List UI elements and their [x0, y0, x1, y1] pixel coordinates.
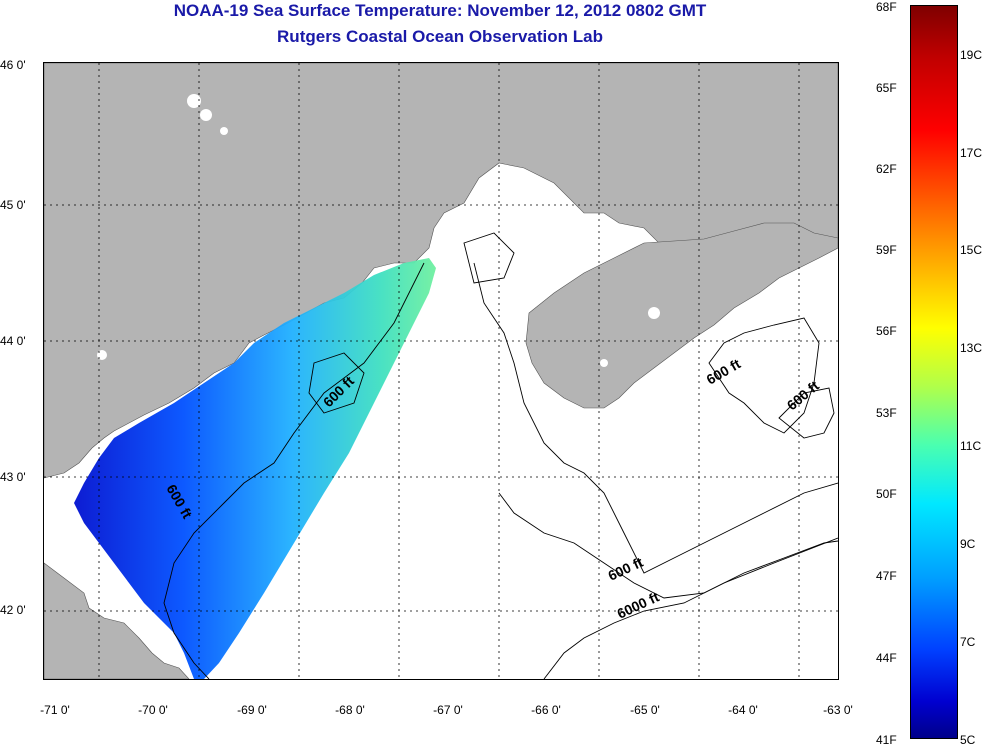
x-tick: -69 0'	[237, 703, 267, 717]
colorbar-f-label: 41F	[876, 733, 897, 747]
land-novascotia	[525, 222, 838, 409]
colorbar-f-label: 50F	[876, 487, 897, 501]
x-tick: -71 0'	[40, 703, 70, 717]
contour-label-6: 600 ft	[606, 554, 646, 584]
x-tick: -64 0'	[728, 703, 758, 717]
contour-label-3: 600 ft	[704, 355, 744, 387]
map-subtitle: Rutgers Coastal Ocean Observation Lab	[277, 27, 603, 46]
grid-layer	[44, 63, 838, 679]
y-tick: 45 0'	[0, 198, 26, 212]
colorbar	[910, 5, 958, 739]
y-tick: 42 0'	[0, 603, 26, 617]
land-capecod	[44, 562, 190, 679]
x-tick: -66 0'	[531, 703, 561, 717]
sst-swath	[74, 258, 436, 679]
x-tick: -63 0'	[823, 703, 853, 717]
colorbar-f-label: 56F	[876, 324, 897, 338]
x-tick: -67 0'	[433, 703, 463, 717]
colorbar-f-label: 59F	[876, 243, 897, 257]
map-panel: 600 ft 600 ft 600 ft 600 ft 6000 ft 600 …	[43, 62, 839, 680]
x-tick: -68 0'	[335, 703, 365, 717]
colorbar-f-label: 68F	[876, 0, 897, 14]
colorbar-f-label: 53F	[876, 406, 897, 420]
colorbar-c-label: 5C	[960, 733, 976, 747]
x-tick: -70 0'	[138, 703, 168, 717]
contour-label-4: 600 ft	[784, 377, 823, 413]
colorbar-f-label: 47F	[876, 569, 897, 583]
colorbar-c-label: 9C	[960, 537, 976, 551]
colorbar-c-label: 7C	[960, 635, 976, 649]
colorbar-c-label: 15C	[960, 243, 983, 257]
colorbar-c-label: 11C	[960, 439, 982, 453]
y-tick: 43 0'	[0, 470, 26, 484]
contour-layer	[163, 232, 838, 679]
colorbar-f-label: 44F	[876, 651, 897, 665]
lake-layer	[97, 94, 660, 367]
map-title: NOAA-19 Sea Surface Temperature: Novembe…	[173, 1, 707, 20]
y-tick: 46 0'	[0, 58, 26, 72]
colorbar-c-label: 19C	[960, 48, 983, 62]
contour-label-5: 6000 ft	[615, 588, 662, 621]
map-canvas: 600 ft 600 ft 600 ft 600 ft 6000 ft 600 …	[44, 63, 838, 679]
colorbar-c-label: 13C	[960, 341, 983, 355]
y-tick: 44 0'	[0, 334, 26, 348]
colorbar-c-label: 17C	[960, 146, 983, 160]
colorbar-f-label: 65F	[876, 81, 897, 95]
x-tick: -65 0'	[630, 703, 660, 717]
colorbar-f-label: 62F	[876, 162, 897, 176]
